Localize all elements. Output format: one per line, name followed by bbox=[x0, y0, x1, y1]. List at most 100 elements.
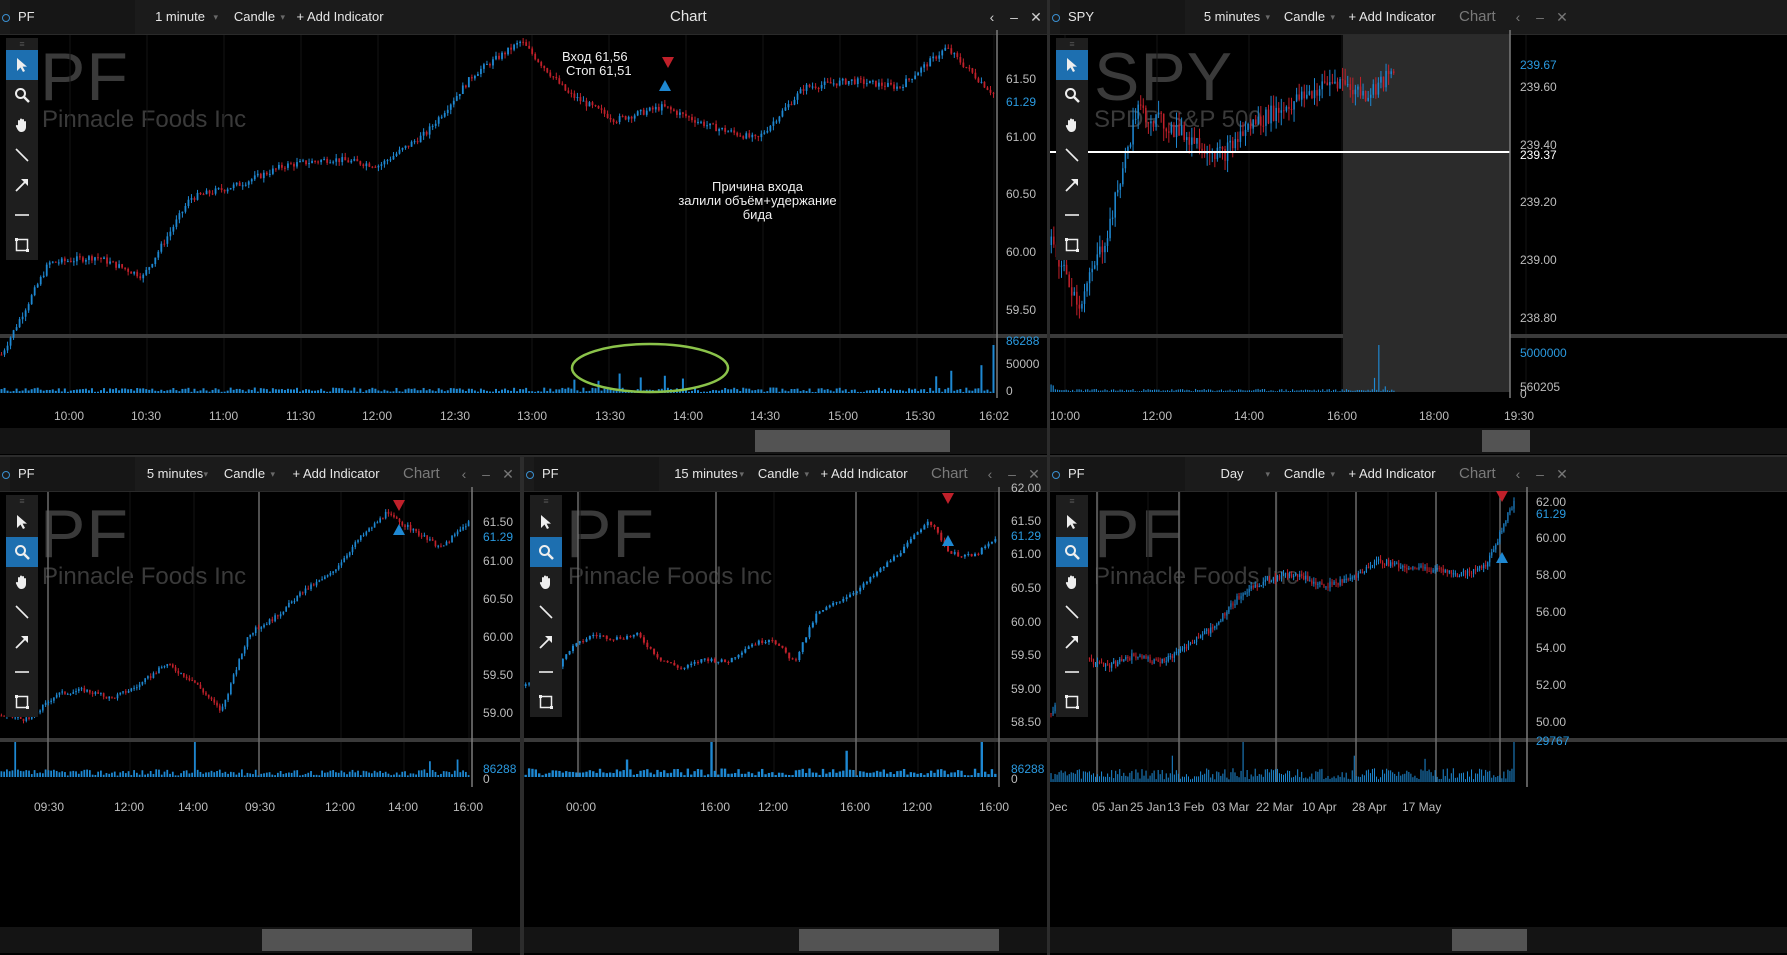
scroll-thumb[interactable] bbox=[799, 929, 999, 951]
overview-scrollbar[interactable] bbox=[1050, 428, 1787, 454]
rect-tool-button[interactable] bbox=[1056, 230, 1088, 260]
hline-tool-button[interactable] bbox=[1056, 657, 1088, 687]
collapse-icon[interactable]: ‹ bbox=[461, 466, 467, 482]
zoom-tool-button[interactable] bbox=[1056, 80, 1088, 110]
link-icon[interactable] bbox=[1052, 471, 1060, 479]
link-icon[interactable] bbox=[2, 14, 10, 22]
overview-scrollbar[interactable] bbox=[1050, 927, 1787, 953]
interval-dropdown[interactable]: Day ▾ bbox=[1192, 457, 1272, 491]
interval-dropdown[interactable]: 5 minutes ▾ bbox=[1192, 0, 1272, 34]
pointer-tool-button[interactable] bbox=[530, 507, 562, 537]
line-tool-button[interactable] bbox=[1056, 140, 1088, 170]
zoom-tool-button[interactable] bbox=[1056, 537, 1088, 567]
arrow-tool-button[interactable] bbox=[1056, 170, 1088, 200]
close-icon[interactable]: ✕ bbox=[1556, 466, 1568, 482]
scroll-thumb[interactable] bbox=[262, 929, 472, 951]
symbol-input[interactable]: PF bbox=[10, 457, 135, 491]
hand-tool-button[interactable] bbox=[530, 567, 562, 597]
scroll-thumb[interactable] bbox=[1452, 929, 1527, 951]
minimize-icon[interactable]: – bbox=[482, 466, 490, 482]
collapse-icon[interactable]: ‹ bbox=[1515, 9, 1521, 25]
minimize-icon[interactable]: – bbox=[1536, 466, 1544, 482]
collapse-icon[interactable]: ‹ bbox=[989, 9, 995, 25]
rect-tool-button[interactable] bbox=[6, 230, 38, 260]
candle bbox=[855, 590, 858, 596]
link-icon[interactable] bbox=[1052, 14, 1060, 22]
toolbar-grip-icon[interactable]: ≡ bbox=[19, 39, 25, 49]
hand-tool-button[interactable] bbox=[1056, 110, 1088, 140]
line-tool-button[interactable] bbox=[1056, 597, 1088, 627]
close-icon[interactable]: ✕ bbox=[1028, 466, 1040, 482]
arrow-tool-button[interactable] bbox=[1056, 627, 1088, 657]
toolbar-grip-icon[interactable]: ≡ bbox=[1069, 39, 1075, 49]
minimize-icon[interactable]: – bbox=[1010, 9, 1018, 25]
collapse-icon[interactable]: ‹ bbox=[1515, 466, 1521, 482]
symbol-input[interactable]: PF bbox=[1060, 457, 1185, 491]
hand-tool-button[interactable] bbox=[6, 567, 38, 597]
zoom-tool-button[interactable] bbox=[530, 537, 562, 567]
hline-tool-button[interactable] bbox=[1056, 200, 1088, 230]
close-icon[interactable]: ✕ bbox=[502, 466, 514, 482]
hand-tool-button[interactable] bbox=[6, 110, 38, 140]
line-tool-button[interactable] bbox=[530, 597, 562, 627]
overview-scrollbar[interactable] bbox=[524, 927, 1047, 953]
price-chart[interactable] bbox=[1050, 0, 1787, 455]
symbol-input[interactable]: PF bbox=[10, 0, 135, 34]
chart-type-dropdown[interactable]: Candle ▾ bbox=[1272, 0, 1337, 34]
zoom-tool-button[interactable] bbox=[6, 80, 38, 110]
add-indicator-button[interactable]: + Add Indicator bbox=[814, 457, 914, 491]
line-tool-button[interactable] bbox=[6, 140, 38, 170]
interval-dropdown[interactable]: 5 minutes ▾ bbox=[140, 457, 210, 491]
add-indicator-button[interactable]: + Add Indicator bbox=[286, 457, 386, 491]
price-chart[interactable] bbox=[1050, 457, 1787, 955]
pointer-tool-button[interactable] bbox=[1056, 50, 1088, 80]
close-icon[interactable]: ✕ bbox=[1030, 9, 1042, 25]
hand-tool-button[interactable] bbox=[1056, 567, 1088, 597]
pointer-tool-button[interactable] bbox=[6, 50, 38, 80]
add-indicator-button[interactable]: + Add Indicator bbox=[290, 0, 390, 34]
arrow-tool-button[interactable] bbox=[6, 170, 38, 200]
add-indicator-button[interactable]: + Add Indicator bbox=[1342, 457, 1442, 491]
splitter-vertical[interactable] bbox=[520, 457, 524, 955]
collapse-icon[interactable]: ‹ bbox=[987, 466, 993, 482]
minimize-icon[interactable]: – bbox=[1536, 9, 1544, 25]
scroll-thumb[interactable] bbox=[1482, 430, 1530, 452]
line-tool-button[interactable] bbox=[6, 597, 38, 627]
arrow-tool-button[interactable] bbox=[530, 627, 562, 657]
price-chart[interactable] bbox=[0, 0, 1047, 455]
splitter-horizontal[interactable] bbox=[0, 455, 1787, 457]
scroll-thumb[interactable] bbox=[755, 430, 950, 452]
minimize-icon[interactable]: – bbox=[1008, 466, 1016, 482]
toolbar-grip-icon[interactable]: ≡ bbox=[543, 496, 549, 506]
chart-type-dropdown[interactable]: Candle ▾ bbox=[746, 457, 811, 491]
add-indicator-button[interactable]: + Add Indicator bbox=[1342, 0, 1442, 34]
link-icon[interactable] bbox=[526, 471, 534, 479]
zoom-tool-button[interactable] bbox=[6, 537, 38, 567]
splitter-vertical[interactable] bbox=[1047, 0, 1050, 955]
interval-dropdown[interactable]: 15 minutes ▾ bbox=[666, 457, 746, 491]
sell-marker-icon bbox=[662, 57, 674, 68]
toolbar-grip-icon[interactable]: ≡ bbox=[19, 496, 25, 506]
pointer-tool-button[interactable] bbox=[6, 507, 38, 537]
overview-scrollbar[interactable] bbox=[0, 428, 1047, 454]
symbol-input[interactable]: PF bbox=[534, 457, 659, 491]
chart-type-dropdown[interactable]: Candle ▾ bbox=[1272, 457, 1337, 491]
rect-tool-button[interactable] bbox=[6, 687, 38, 717]
rect-tool-button[interactable] bbox=[1056, 687, 1088, 717]
hline-tool-button[interactable] bbox=[530, 657, 562, 687]
rect-tool-button[interactable] bbox=[530, 687, 562, 717]
interval-dropdown[interactable]: 1 minute ▾ bbox=[140, 0, 220, 34]
close-icon[interactable]: ✕ bbox=[1556, 9, 1568, 25]
link-icon[interactable] bbox=[2, 471, 10, 479]
hline-tool-button[interactable] bbox=[6, 657, 38, 687]
price-chart[interactable] bbox=[524, 457, 1047, 955]
hline-tool-button[interactable] bbox=[6, 200, 38, 230]
toolbar-grip-icon[interactable]: ≡ bbox=[1069, 496, 1075, 506]
chart-type-dropdown[interactable]: Candle ▾ bbox=[222, 0, 287, 34]
price-chart[interactable] bbox=[0, 457, 520, 955]
overview-scrollbar[interactable] bbox=[0, 927, 520, 953]
arrow-tool-button[interactable] bbox=[6, 627, 38, 657]
symbol-input[interactable]: SPY bbox=[1060, 0, 1185, 34]
chart-type-dropdown[interactable]: Candle ▾ bbox=[212, 457, 277, 491]
pointer-tool-button[interactable] bbox=[1056, 507, 1088, 537]
